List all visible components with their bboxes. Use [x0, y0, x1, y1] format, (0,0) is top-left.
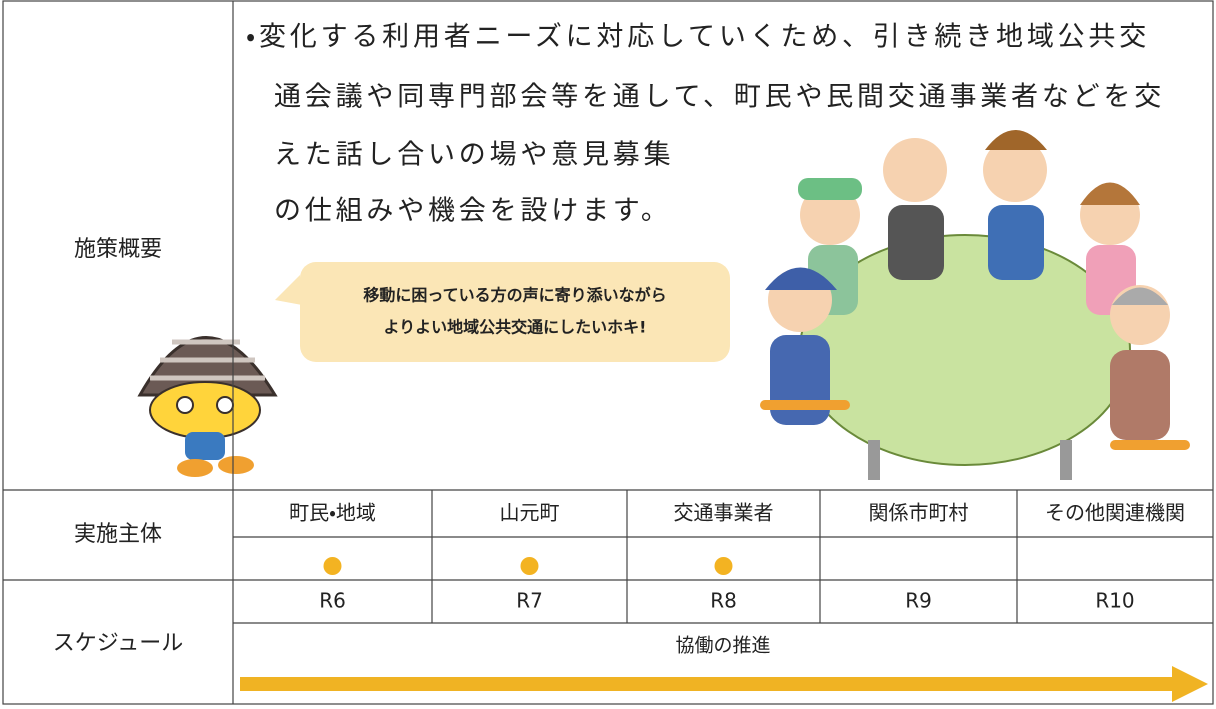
year-header: R6	[319, 589, 346, 613]
overview-text: えた話し合いの場や意見募集	[274, 140, 674, 171]
actor-header: 山元町	[500, 501, 560, 525]
speech-text: 移動に困っている方の声に寄り添いながら	[363, 286, 666, 305]
involvement-dot	[520, 557, 539, 575]
overview-text: の仕組みや機会を設けます。	[274, 196, 672, 227]
row-label: スケジュール	[53, 631, 183, 656]
involvement-dot	[714, 557, 733, 575]
actor-header: 町民・地域	[289, 501, 376, 525]
actor-header: その他関連機関	[1045, 501, 1185, 525]
overview-text: ・変化する利用者ニーズに対応していくため、引き続き地域公共交	[246, 22, 1150, 53]
schedule-arrow	[240, 666, 1208, 702]
year-header: R10	[1095, 589, 1134, 613]
year-header: R9	[905, 589, 932, 613]
actor-header: 関係市町村	[869, 501, 969, 525]
mascot-illustration	[137, 336, 278, 477]
row-label: 施策概要	[74, 237, 162, 262]
year-header: R7	[516, 589, 543, 613]
involvement-dot	[323, 557, 342, 575]
row-label: 実施主体	[74, 522, 162, 547]
meeting-illustration	[760, 130, 1190, 480]
overview-text: 通会議や同専門部会等を通して、町民や民間交通事業者などを交	[274, 82, 1165, 113]
year-header: R8	[710, 589, 737, 613]
actor-header: 交通事業者	[674, 501, 774, 525]
arrow-label: 協働の推進	[675, 635, 770, 657]
speech-bubble	[275, 262, 730, 362]
speech-text: よりよい地域公共交通にしたいホキ!	[384, 318, 647, 337]
